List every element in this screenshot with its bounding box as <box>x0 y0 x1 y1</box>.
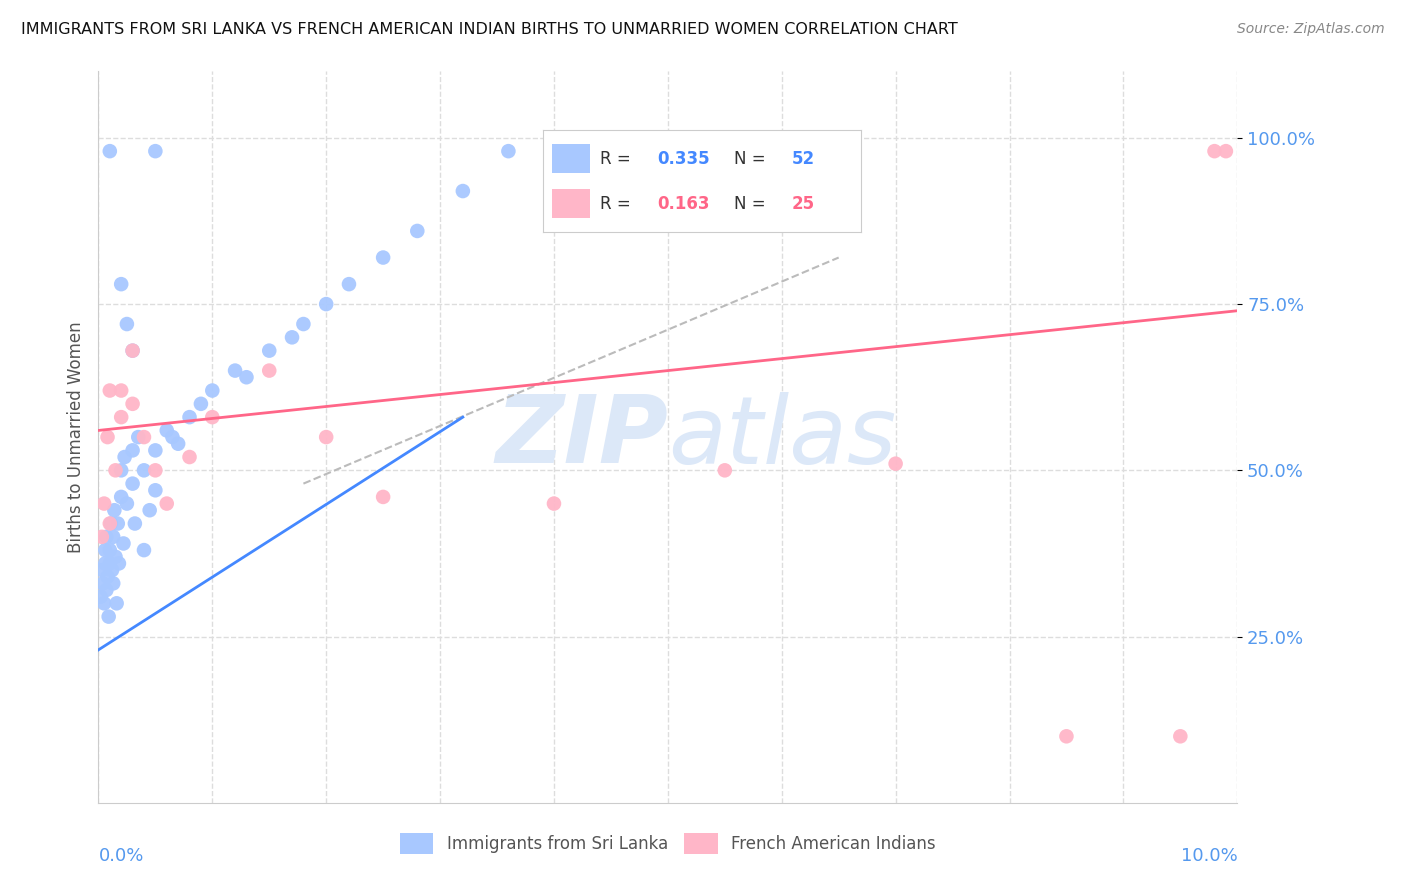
Text: ZIP: ZIP <box>495 391 668 483</box>
Point <box>201 410 224 425</box>
Point <box>103 503 125 517</box>
Point <box>337 277 360 292</box>
Point <box>107 516 129 531</box>
Y-axis label: Births to Unmarried Women: Births to Unmarried Women <box>66 321 84 553</box>
Point <box>235 370 257 384</box>
Point <box>156 497 179 511</box>
Point <box>100 516 122 531</box>
Point <box>132 543 155 558</box>
Text: 10.0%: 10.0% <box>1181 847 1237 864</box>
Point <box>110 384 132 398</box>
Point <box>110 490 132 504</box>
Point <box>373 490 395 504</box>
Point <box>98 384 121 398</box>
Point <box>162 430 184 444</box>
Point <box>498 144 520 158</box>
Point <box>884 457 907 471</box>
Point <box>259 363 281 377</box>
Point <box>124 516 146 531</box>
Point <box>96 582 118 597</box>
Point <box>121 476 143 491</box>
Point <box>98 144 121 158</box>
Point <box>114 450 136 464</box>
Point <box>315 430 337 444</box>
Point <box>451 184 474 198</box>
Point <box>110 410 132 425</box>
Point <box>96 570 118 584</box>
Point <box>96 530 118 544</box>
Point <box>104 463 127 477</box>
Point <box>115 317 138 331</box>
Text: atlas: atlas <box>668 392 896 483</box>
Text: Source: ZipAtlas.com: Source: ZipAtlas.com <box>1237 22 1385 37</box>
Point <box>121 343 143 358</box>
Point <box>98 543 121 558</box>
Point <box>281 330 304 344</box>
Point <box>156 424 179 438</box>
Point <box>127 430 149 444</box>
Point <box>121 443 143 458</box>
Point <box>543 497 565 511</box>
Point <box>90 530 112 544</box>
Point <box>714 463 737 477</box>
Point <box>145 483 167 498</box>
Point <box>93 596 115 610</box>
Legend: Immigrants from Sri Lanka, French American Indians: Immigrants from Sri Lanka, French Americ… <box>394 827 942 860</box>
Point <box>406 224 429 238</box>
Point <box>1204 144 1226 158</box>
Point <box>110 277 132 292</box>
Point <box>145 443 167 458</box>
Point <box>96 430 118 444</box>
Point <box>115 497 138 511</box>
Point <box>112 536 135 550</box>
Point <box>132 463 155 477</box>
Point <box>1215 144 1237 158</box>
Point <box>145 144 167 158</box>
Point <box>292 317 315 331</box>
Point <box>91 576 114 591</box>
Point <box>1056 729 1078 743</box>
Point <box>105 596 128 610</box>
Point <box>97 609 120 624</box>
Text: IMMIGRANTS FROM SRI LANKA VS FRENCH AMERICAN INDIAN BIRTHS TO UNMARRIED WOMEN CO: IMMIGRANTS FROM SRI LANKA VS FRENCH AMER… <box>21 22 957 37</box>
Point <box>179 450 201 464</box>
Point <box>259 343 281 358</box>
Point <box>1170 729 1192 743</box>
Point <box>224 363 246 377</box>
Point <box>104 549 127 564</box>
Point <box>103 530 125 544</box>
Point <box>179 410 201 425</box>
Point <box>190 397 212 411</box>
Point <box>201 384 224 398</box>
Text: 0.0%: 0.0% <box>98 847 143 864</box>
Point <box>138 503 160 517</box>
Point <box>98 557 121 571</box>
Point <box>121 343 143 358</box>
Point <box>108 557 131 571</box>
Point <box>93 497 115 511</box>
Point <box>121 397 143 411</box>
Point <box>90 563 112 577</box>
Point <box>132 430 155 444</box>
Point <box>94 543 117 558</box>
Point <box>103 576 125 591</box>
Point <box>101 563 124 577</box>
Point <box>145 463 167 477</box>
Point <box>98 516 121 531</box>
Point <box>315 297 337 311</box>
Point <box>373 251 395 265</box>
Point <box>94 557 117 571</box>
Point <box>90 590 112 604</box>
Point <box>167 436 190 450</box>
Point <box>110 463 132 477</box>
